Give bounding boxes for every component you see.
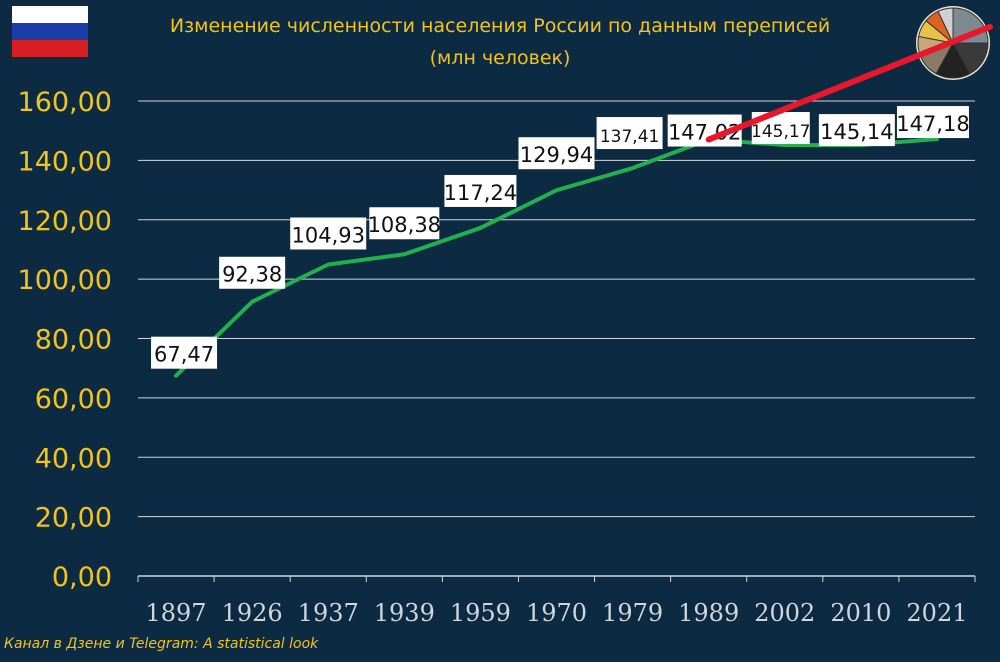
data-point: [251, 301, 253, 303]
y-tick-label: 0,00: [52, 562, 112, 593]
data-point: [632, 167, 634, 169]
data-label: 108,38: [368, 207, 441, 240]
y-tick-label: 140,00: [18, 146, 112, 177]
x-tick-label: 1939: [374, 599, 435, 627]
chart-title-block: Изменение численности населения России п…: [100, 10, 900, 74]
flag-stripe-blue: [12, 23, 88, 40]
flag-stripe-red: [12, 40, 88, 57]
data-label-box: [444, 174, 517, 207]
data-label: 147,18: [896, 106, 970, 139]
data-label-text: 67,47: [154, 343, 214, 367]
data-label: 147,02: [667, 114, 742, 147]
trend-line: [705, 23, 993, 143]
data-label: 104,93: [290, 217, 367, 250]
data-label-text: 104,93: [291, 223, 364, 247]
chart-title: Изменение численности населения России п…: [169, 15, 831, 37]
data-label-box: [518, 137, 595, 170]
pie-icon-slice: [937, 7, 954, 44]
data-label: 137,41: [596, 117, 663, 150]
y-tick-label: 60,00: [35, 384, 112, 415]
data-label: 117,24: [444, 174, 517, 207]
x-tick-label: 1937: [298, 599, 359, 627]
data-label-text: 92,38: [222, 263, 282, 287]
x-tick-label: 1970: [526, 599, 587, 627]
population-series-line: [174, 137, 939, 378]
data-label-box: [151, 336, 218, 369]
data-label-box: [219, 256, 286, 289]
data-label-text: 137,41: [600, 127, 659, 147]
data-point: [403, 253, 405, 255]
axes: 0,00 20,00 40,00 60,00 80,00 100,00 120,00 140,…: [18, 87, 976, 627]
data-label-text: 129,94: [520, 143, 593, 167]
y-tick-label: 20,00: [35, 503, 112, 534]
grid-lines: [138, 100, 975, 577]
y-tick-label: 40,00: [35, 443, 112, 474]
data-point: [784, 144, 786, 146]
data-label-box: [818, 114, 895, 147]
x-tick-label: 2002: [754, 599, 815, 627]
data-point: [556, 189, 557, 191]
data-label-text: 108,38: [368, 213, 441, 237]
y-tick-label: 100,00: [18, 265, 112, 296]
footer-credit: Канал в Дзене и Telegram: A statistical …: [4, 636, 319, 652]
data-label: 145,17: [751, 112, 811, 145]
russia-flag: [12, 6, 88, 57]
data-point: [479, 227, 481, 229]
series-layer: [174, 137, 939, 378]
x-tick-label: 1959: [450, 599, 511, 627]
x-tick-label: 1989: [678, 599, 739, 627]
data-label-text: 145,17: [751, 122, 810, 142]
data-label-box: [369, 207, 440, 240]
data-label-text: 147,18: [896, 112, 969, 136]
data-point: [936, 138, 938, 140]
data-label-box: [896, 106, 969, 139]
y-tick-label: 80,00: [35, 325, 112, 356]
data-point: [175, 375, 177, 377]
x-tick-label: 1897: [146, 599, 207, 627]
y-tick-label: 160,00: [18, 87, 112, 118]
data-label-text: 145,14: [820, 120, 893, 144]
y-tick-label: 120,00: [18, 206, 112, 237]
x-tick-label: 2021: [906, 599, 967, 627]
flag-stripe-white: [12, 6, 88, 23]
x-tick-label: 1926: [222, 599, 283, 627]
data-label: 129,94: [518, 137, 595, 170]
x-tick-label: 2010: [830, 599, 891, 627]
x-tick-label: 1979: [602, 599, 663, 627]
data-label-box: [596, 117, 663, 150]
data-label-box: [290, 217, 367, 250]
data-label: 92,38: [219, 256, 286, 289]
data-label: 67,47: [151, 336, 218, 369]
data-point: [327, 263, 329, 265]
chart-subtitle: (млн человек): [429, 47, 571, 69]
data-label-text: 117,24: [444, 181, 517, 205]
data-label: 145,14: [818, 114, 895, 147]
